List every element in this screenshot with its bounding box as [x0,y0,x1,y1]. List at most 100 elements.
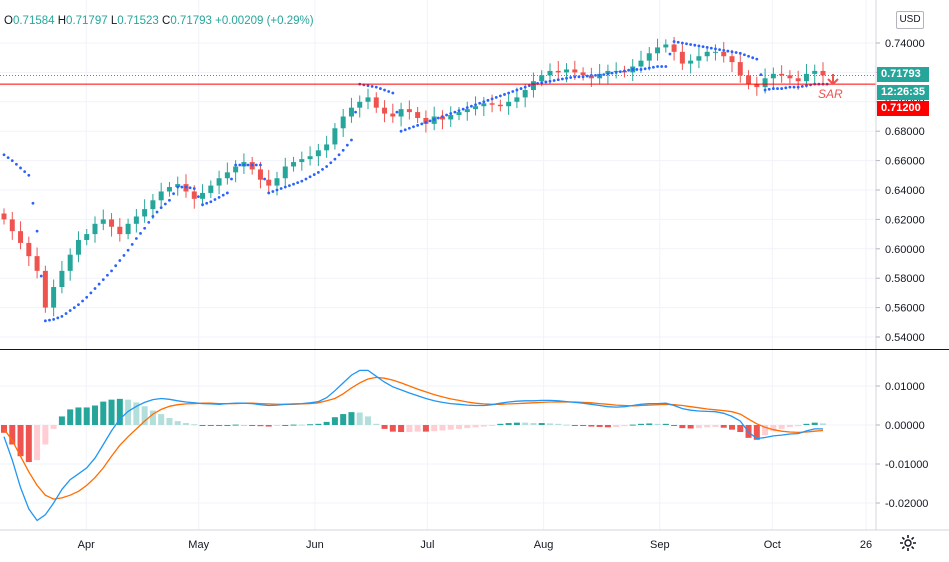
sar-dot [159,206,163,210]
macd-histogram-bar [356,412,363,425]
sar-dot [10,159,14,163]
macd-histogram-bar [513,422,520,425]
sar-dot [271,190,275,193]
sar-dot [350,138,353,142]
sar-dot [776,87,779,90]
candle-body [522,90,528,98]
macd-histogram-bar [786,425,793,427]
sar-dot [660,65,664,68]
macd-histogram-bar [1,425,7,433]
macd-histogram-bar [67,409,74,425]
macd-histogram-bar [92,405,98,425]
time-tick-label: Sep [650,539,670,551]
time-tick-label: May [188,539,209,551]
macd-histogram-bar [224,425,231,426]
open-value: 0.71584 [12,15,55,27]
candle-body [291,162,297,167]
candle-body [481,103,487,107]
macd-tick-label: -0.02000 [885,498,928,510]
sar-dot [391,91,395,95]
macd-histogram-bar [158,414,165,425]
macd-pane[interactable] [1,369,826,522]
sar-dot [585,74,589,78]
ohlc-legend: O0.71584 H0.71797 L0.71523 C0.71793 +0.0… [4,15,314,27]
candle-body [307,156,313,160]
price-tick-label: 0.68000 [885,126,925,138]
candle-body [200,192,206,199]
time-axis[interactable]: Apr May Jun Jul Aug Sep Oct 26 [78,539,872,551]
sar-dot [341,148,345,152]
macd-histogram-bar [42,425,49,445]
last-price-badge: 0.71793 [877,67,929,82]
macd-histogram-bar [290,424,297,426]
price-tick-label: 0.58000 [885,273,925,285]
low-value: 0.71523 [117,15,159,27]
candle-body [729,56,735,63]
sar-dot [482,100,486,104]
sar-dot [432,118,436,121]
sar-dot [631,68,635,71]
macd-histogram-bar [9,425,16,445]
currency-button[interactable]: USD [896,11,924,29]
sar-dot [234,163,238,167]
macd-histogram-bar [770,425,777,432]
price-tick-label: 0.62000 [885,214,925,226]
sar-dot [730,50,734,54]
macd-histogram-bar [646,423,653,425]
sar-dot [39,274,43,278]
sar-dot [784,86,788,90]
macd-axis[interactable]: 0.01000 0.00000 -0.01000 -0.02000 [876,381,928,510]
macd-histogram-bar [820,423,826,425]
candle-body [133,216,139,224]
sar-label: SAR [818,87,843,101]
sar-dot [424,120,428,124]
candle-body [655,47,661,54]
candle-body [539,75,545,82]
sar-dot [693,43,697,47]
sar-dot [81,299,84,303]
sar-dot [143,226,147,230]
macd-histogram-bar [522,422,529,425]
sar-dot [151,215,155,218]
sar-dot [60,315,64,318]
sar-dot [250,163,254,167]
sar-dot [420,122,424,126]
candle-body [464,109,470,113]
sar-dot [300,179,304,183]
sar-dot [110,269,113,273]
macd-histogram-bar [662,423,669,425]
sar-dot [147,220,151,224]
macd-histogram-bar [679,425,686,429]
candle-body [572,69,578,73]
candle-body [332,128,338,145]
macd-histogram-bar [365,416,371,425]
candle-body [257,169,263,180]
sar-dot [556,78,560,82]
sar-dot [767,87,771,91]
sar-dot [676,40,680,44]
sar-dot [93,287,97,290]
candle-body [1,213,7,220]
candle-body [497,104,503,107]
macd-histogram-bar [712,425,719,427]
macd-histogram-bar [340,414,347,425]
macd-histogram-bar [629,424,636,426]
sar-dot [370,84,374,88]
price-pane[interactable] [0,36,876,323]
sar-dot [705,46,709,49]
sar-dot [792,85,796,89]
candle-body [117,226,123,235]
sar-dot [304,177,308,181]
macd-histogram-bar [216,425,223,426]
settings-gear-icon[interactable] [898,533,918,553]
price-axis[interactable]: 0.740000.720000.700000.680000.660000.640… [876,38,925,344]
macd-histogram-bar [232,424,239,426]
macd-histogram-bar [439,425,446,431]
macd-histogram-bar [753,425,760,440]
macd-histogram-bar [75,407,82,425]
macd-histogram-bar [563,424,570,426]
sar-dot [453,110,457,114]
sar-dot [445,113,448,117]
sar-dot [329,161,333,165]
